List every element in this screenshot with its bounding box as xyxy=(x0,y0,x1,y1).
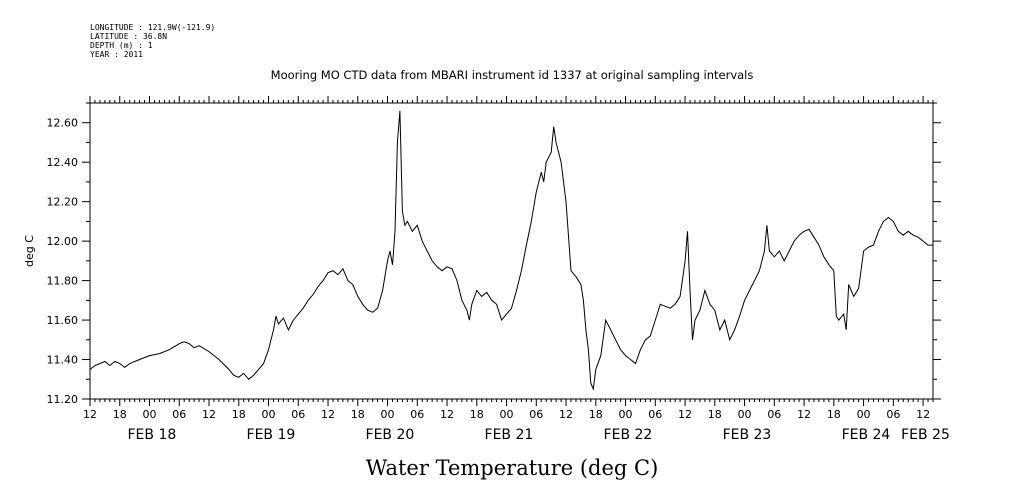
x-tick-label: 06 xyxy=(172,408,186,421)
y-tick-labels: 11.20 11.40 11.60 11.80 12.00 12.20 12.40 12.60 xyxy=(47,117,79,406)
y-tick-label: 12.00 xyxy=(47,235,79,248)
plot-frame xyxy=(89,102,934,400)
x-tick-label: 00 xyxy=(857,408,871,421)
axis-ticks xyxy=(82,96,941,406)
x-tick-label: 18 xyxy=(232,408,246,421)
temperature-series-line xyxy=(89,110,933,392)
x-tick-label: 06 xyxy=(767,408,781,421)
x-tick-label: 06 xyxy=(410,408,424,421)
y-tick-label: 12.40 xyxy=(47,156,79,169)
x-tick-label: 18 xyxy=(351,408,365,421)
x-tick-label: 00 xyxy=(381,408,395,421)
x-tick-label: 00 xyxy=(500,408,514,421)
y-tick-label: 12.60 xyxy=(47,117,79,130)
x-date-label: FEB 25 xyxy=(901,427,950,443)
x-tick-label: 12 xyxy=(202,408,216,421)
x-tick-label: 18 xyxy=(589,408,603,421)
x-tick-label: 12 xyxy=(83,408,97,421)
x-tick-label: 06 xyxy=(648,408,662,421)
x-tick-label: 12 xyxy=(440,408,454,421)
x-tick-label: 18 xyxy=(708,408,722,421)
x-tick-label: 00 xyxy=(143,408,157,421)
x-tick-label: 12 xyxy=(559,408,573,421)
x-tick-label: 12 xyxy=(916,408,930,421)
y-tick-label: 11.40 xyxy=(47,354,79,367)
x-axis-label: Water Temperature (deg C) xyxy=(366,456,659,480)
x-date-labels: FEB 18 FEB 19 FEB 20 FEB 21 FEB 22 FEB 23 FEB … xyxy=(128,427,950,443)
x-tick-labels: 12 18 00 06 12 18 00 06 12 18 00 06 12 18 00 06 12 18 00 06… xyxy=(83,408,930,421)
x-date-label: FEB 24 xyxy=(842,427,891,443)
depth-label: DEPTH (m) : 1 xyxy=(90,41,153,50)
x-tick-label: 12 xyxy=(678,408,692,421)
y-tick-label: 11.20 xyxy=(47,393,79,406)
x-tick-label: 06 xyxy=(291,408,305,421)
x-date-label: FEB 22 xyxy=(604,427,653,443)
x-tick-label: 18 xyxy=(113,408,127,421)
x-date-label: FEB 18 xyxy=(128,427,177,443)
y-tick-label: 11.60 xyxy=(47,314,79,327)
y-tick-label: 11.80 xyxy=(47,275,79,288)
chart-title: Mooring MO CTD data from MBARI instrumen… xyxy=(271,68,754,82)
x-date-label: FEB 23 xyxy=(723,427,772,443)
x-tick-label: 06 xyxy=(529,408,543,421)
latitude-label: LATITUDE : 36.8N xyxy=(90,32,167,41)
x-tick-label: 06 xyxy=(886,408,900,421)
x-tick-label: 18 xyxy=(827,408,841,421)
x-tick-label: 12 xyxy=(321,408,335,421)
x-tick-label: 00 xyxy=(619,408,633,421)
x-date-label: FEB 20 xyxy=(366,427,415,443)
x-tick-label: 00 xyxy=(262,408,276,421)
x-tick-label: 00 xyxy=(738,408,752,421)
longitude-label: LONGITUDE : 121.9W(-121.9) xyxy=(90,23,215,32)
y-axis-label: deg C xyxy=(23,235,36,267)
year-label: YEAR : 2011 xyxy=(90,50,143,59)
x-date-label: FEB 19 xyxy=(247,427,296,443)
y-tick-label: 12.20 xyxy=(47,196,79,209)
x-tick-label: 12 xyxy=(797,408,811,421)
x-date-label: FEB 21 xyxy=(485,427,534,443)
x-tick-label: 18 xyxy=(470,408,484,421)
